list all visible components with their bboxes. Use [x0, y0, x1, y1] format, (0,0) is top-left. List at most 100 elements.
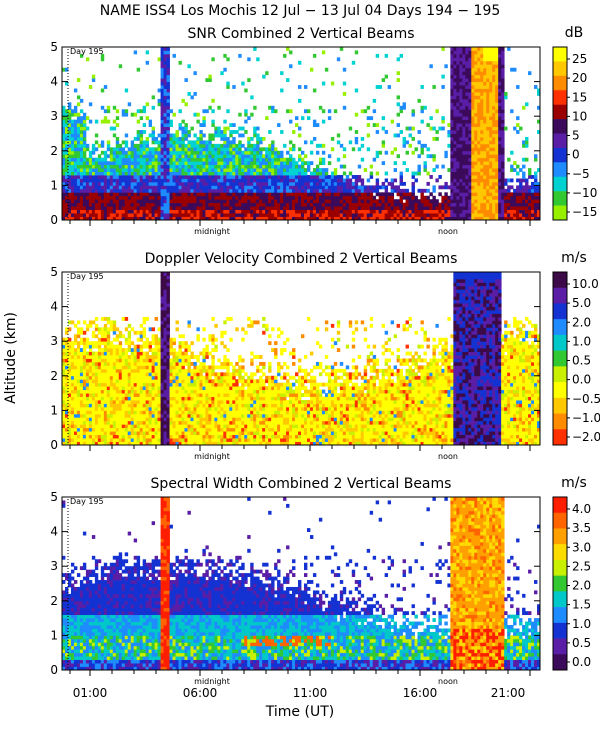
heatmap-cell [214, 192, 218, 197]
heatmap-cell [235, 185, 239, 190]
heatmap-cell [357, 164, 362, 169]
heatmap-cell [139, 175, 144, 179]
heatmap-cell [411, 150, 415, 155]
heatmap-cell [345, 206, 350, 211]
heatmap-cell [426, 147, 430, 152]
heatmap-cell [109, 161, 114, 166]
heatmap-cell [417, 168, 421, 172]
heatmap-cell [163, 98, 167, 103]
heatmap-cell [372, 157, 377, 162]
heatmap-cell [396, 188, 400, 193]
heatmap-cell [498, 98, 502, 103]
heatmap-cell [79, 109, 84, 114]
heatmap-cell [363, 188, 368, 193]
heatmap-cell [88, 202, 93, 207]
heatmap-cell [483, 112, 487, 117]
heatmap-cell [136, 393, 141, 397]
heatmap-cell [163, 60, 167, 65]
heatmap-cell [103, 393, 108, 397]
heatmap-cell [462, 91, 466, 96]
heatmap-cell [309, 175, 314, 179]
heatmap-cell [256, 216, 260, 221]
heatmap-cell [175, 192, 179, 197]
heatmap-cell [277, 178, 281, 183]
heatmap-cell [163, 91, 167, 96]
heatmap-cell [223, 175, 227, 179]
heatmap-cell [292, 181, 296, 186]
heatmap-cell [154, 136, 158, 141]
heatmap-cell [501, 71, 505, 76]
heatmap-cell [115, 164, 120, 169]
heatmap-cell [193, 133, 197, 138]
heatmap-cell [64, 406, 69, 411]
heatmap-cell [85, 337, 90, 342]
heatmap-cell [495, 112, 499, 117]
heatmap-cell [184, 133, 188, 138]
heatmap-cell [501, 98, 505, 103]
heatmap-cell [118, 161, 123, 166]
heatmap-cell [462, 209, 466, 214]
heatmap-cell [121, 334, 126, 339]
heatmap-cell [109, 431, 114, 436]
heatmap-cell [178, 209, 182, 214]
heatmap-cell [109, 406, 114, 411]
heatmap-cell [495, 143, 499, 148]
heatmap-cell [166, 112, 170, 117]
heatmap-cell [480, 143, 484, 148]
heatmap-cell [492, 140, 496, 145]
heatmap-cell [280, 154, 284, 159]
heatmap-cell [88, 178, 93, 183]
heatmap-cell [462, 64, 466, 69]
heatmap-cell [181, 199, 185, 204]
heatmap-cell [366, 123, 371, 127]
heatmap-cell [127, 358, 132, 363]
heatmap-cell [301, 206, 305, 211]
heatmap-cell [483, 60, 487, 65]
heatmap-cell [70, 382, 75, 387]
heatmap-cell [495, 150, 499, 155]
heatmap-cell [100, 334, 105, 339]
heatmap-cell [82, 209, 87, 214]
heatmap-cell [238, 185, 242, 190]
heatmap-cell [82, 379, 87, 384]
heatmap-cell [256, 164, 260, 169]
heatmap-cell [384, 130, 389, 134]
heatmap-cell [471, 53, 475, 58]
heatmap-cell [82, 413, 87, 418]
heatmap-cell [501, 50, 505, 55]
heatmap-cell [127, 382, 132, 387]
heatmap-cell [196, 154, 200, 159]
heatmap-cell [256, 157, 260, 162]
heatmap-cell [429, 64, 433, 69]
heatmap-cell [465, 126, 469, 131]
heatmap-cell [256, 175, 260, 179]
heatmap-cell [124, 341, 129, 346]
heatmap-cell [486, 199, 490, 204]
heatmap-cell [82, 119, 87, 124]
heatmap-cell [166, 199, 170, 204]
heatmap-cell [480, 202, 484, 207]
heatmap-cell [115, 202, 120, 207]
heatmap-cell [411, 136, 415, 141]
heatmap-cell [348, 202, 353, 207]
heatmap-cell [64, 116, 69, 121]
heatmap-cell [280, 209, 284, 214]
heatmap-cell [489, 185, 493, 190]
heatmap-cell [232, 123, 236, 127]
heatmap-cell [250, 143, 254, 148]
heatmap-cell [121, 185, 126, 190]
heatmap-cell [462, 213, 466, 217]
heatmap-cell [127, 199, 132, 204]
heatmap-cell [468, 178, 472, 183]
heatmap-cell [214, 178, 218, 183]
heatmap-cell [211, 154, 215, 159]
heatmap-cell [88, 358, 93, 363]
heatmap-cell [64, 389, 69, 394]
heatmap-cell [85, 393, 90, 397]
heatmap-cell [202, 150, 206, 155]
heatmap-cell [70, 171, 75, 176]
heatmap-cell [94, 195, 99, 200]
heatmap-cell [127, 420, 132, 425]
heatmap-cell [289, 171, 293, 176]
heatmap-cell [100, 175, 105, 179]
